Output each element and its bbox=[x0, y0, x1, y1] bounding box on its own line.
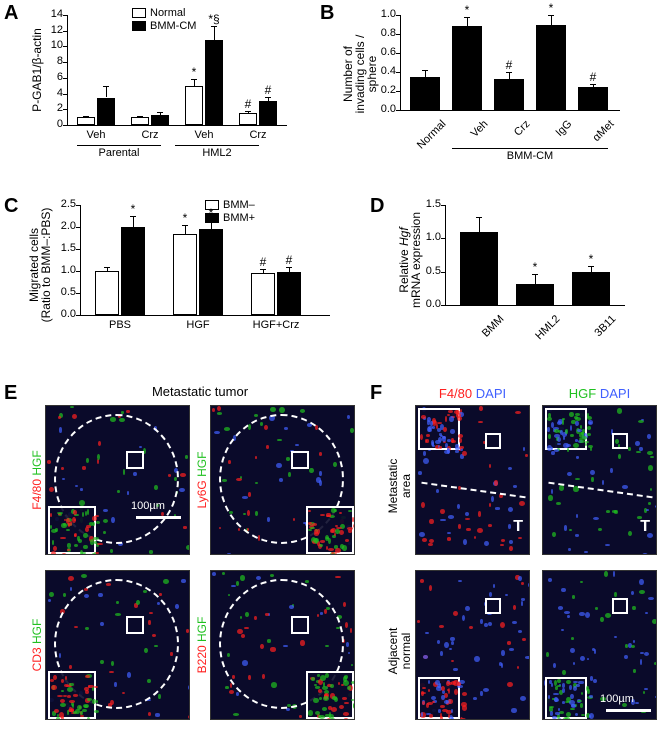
panel-b-label: B bbox=[320, 2, 334, 25]
chart-d: 0.00.51.01.5Relative HgfmRNA expressionB… bbox=[440, 200, 655, 360]
chart-c: 0.00.51.01.52.02.5Migrated cells(Ratio t… bbox=[75, 200, 345, 360]
panel-c-label: C bbox=[4, 195, 18, 218]
chart-a: 02468101214P-GAB1/β-actinNormalBMM-CMVeh… bbox=[62, 10, 302, 170]
panel-a-label: A bbox=[4, 2, 18, 25]
panel-f-label: F bbox=[370, 382, 382, 405]
chart-b: 0.00.20.40.60.81.0Number ofinvading cell… bbox=[395, 10, 655, 170]
panel-e-label: E bbox=[4, 382, 17, 405]
panel-d-label: D bbox=[370, 195, 384, 218]
